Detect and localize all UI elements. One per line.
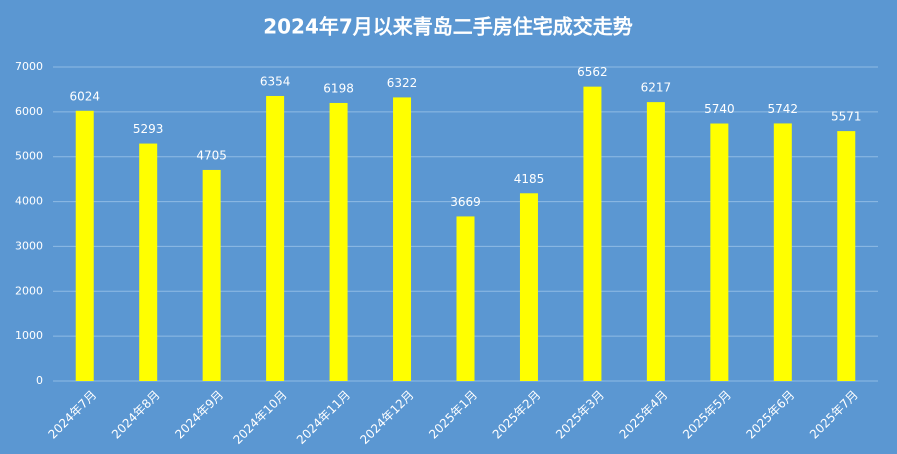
bar: [456, 216, 475, 381]
data-label: 5740: [704, 102, 735, 116]
bar: [519, 193, 538, 381]
bar: [646, 102, 665, 382]
bar: [583, 86, 602, 381]
bar: [710, 123, 729, 382]
bar: [837, 131, 856, 381]
y-tick-label: 2000: [15, 284, 43, 297]
data-label: 6024: [69, 89, 100, 103]
y-tick-label: 1000: [15, 329, 43, 342]
data-label: 4185: [514, 172, 545, 186]
data-label: 6562: [577, 65, 608, 79]
data-label: 6217: [641, 81, 672, 95]
data-label: 5742: [768, 102, 799, 116]
data-label: 3669: [450, 195, 481, 209]
data-label: 6198: [323, 81, 354, 95]
y-tick-label: 6000: [15, 105, 43, 118]
bar: [393, 97, 412, 381]
bar: [75, 110, 94, 381]
data-label: 6354: [260, 74, 291, 88]
data-label: 6322: [387, 76, 418, 90]
y-tick-label: 4000: [15, 195, 43, 208]
bar: [329, 102, 348, 381]
data-label: 4705: [196, 148, 227, 162]
chart-title: 2024年7月以来青岛二手房住宅成交走势: [263, 15, 633, 39]
bar: [202, 169, 221, 381]
bar: [773, 123, 792, 381]
y-tick-label: 7000: [15, 60, 43, 73]
y-tick-label: 3000: [15, 239, 43, 252]
data-label: 5293: [133, 122, 164, 136]
y-tick-label: 5000: [15, 150, 43, 163]
data-label: 5571: [831, 110, 862, 124]
y-tick-label: 0: [36, 374, 43, 387]
bar: [139, 143, 158, 381]
bar: [266, 95, 285, 381]
